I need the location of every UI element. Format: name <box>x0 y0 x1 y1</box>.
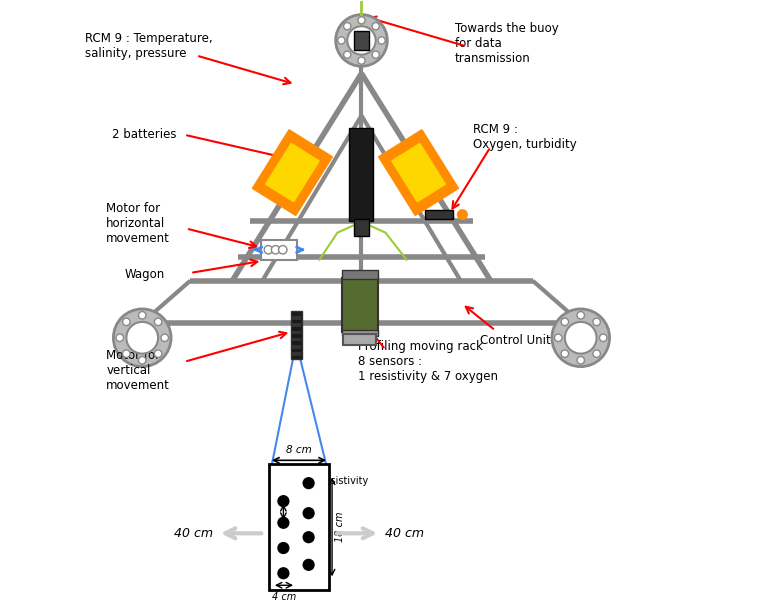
Circle shape <box>458 210 468 219</box>
Polygon shape <box>253 130 332 215</box>
Text: RCM 9 : Temperature,
salinity, pressure: RCM 9 : Temperature, salinity, pressure <box>85 33 213 61</box>
Text: Motor for
vertical
movement: Motor for vertical movement <box>106 349 170 392</box>
Bar <box>291 311 302 359</box>
Circle shape <box>122 318 130 325</box>
Circle shape <box>600 334 607 342</box>
Text: Wagon: Wagon <box>124 268 165 281</box>
Circle shape <box>555 334 562 342</box>
Circle shape <box>561 350 568 358</box>
Bar <box>354 31 370 50</box>
Circle shape <box>577 356 584 364</box>
Text: 5: 5 <box>269 514 276 525</box>
Circle shape <box>116 334 124 342</box>
Bar <box>291 338 301 341</box>
Bar <box>261 240 298 260</box>
Polygon shape <box>379 130 458 215</box>
Bar <box>342 278 378 331</box>
Circle shape <box>348 26 376 55</box>
Circle shape <box>378 37 386 44</box>
Circle shape <box>122 350 130 358</box>
Circle shape <box>154 350 162 358</box>
Circle shape <box>335 15 387 66</box>
Circle shape <box>161 334 168 342</box>
Text: Profiling moving rack
8 sensors :
1 resistivity & 7 oxygen: Profiling moving rack 8 sensors : 1 resi… <box>358 341 499 384</box>
Bar <box>269 464 329 590</box>
Circle shape <box>126 322 158 354</box>
Text: 40 cm: 40 cm <box>174 527 213 540</box>
Text: 6: 6 <box>269 540 276 550</box>
Text: 2: 2 <box>316 529 323 539</box>
Circle shape <box>278 496 288 507</box>
Text: 4 cm: 4 cm <box>272 593 296 602</box>
Circle shape <box>278 518 288 528</box>
Bar <box>291 316 301 320</box>
Polygon shape <box>392 144 446 202</box>
Circle shape <box>565 322 597 354</box>
Polygon shape <box>266 144 319 202</box>
Text: 1: 1 <box>316 505 323 515</box>
Text: Towards the buoy
for data
transmission: Towards the buoy for data transmission <box>455 22 559 65</box>
Bar <box>424 210 453 219</box>
Circle shape <box>278 568 288 579</box>
Bar <box>291 330 301 334</box>
Circle shape <box>303 532 314 542</box>
Bar <box>349 127 373 221</box>
Text: 2 batteries: 2 batteries <box>112 128 177 141</box>
Circle shape <box>552 309 609 367</box>
Circle shape <box>344 51 351 58</box>
Text: 3: 3 <box>316 557 323 567</box>
Circle shape <box>113 309 171 367</box>
Circle shape <box>593 350 600 358</box>
Text: 8 cm: 8 cm <box>286 445 312 455</box>
Circle shape <box>577 311 584 319</box>
Text: Control Unit: Control Unit <box>480 335 551 347</box>
Circle shape <box>372 22 380 30</box>
Circle shape <box>154 318 162 325</box>
Bar <box>354 219 370 236</box>
Circle shape <box>561 318 568 325</box>
Circle shape <box>344 22 351 30</box>
Text: 18 cm: 18 cm <box>335 511 345 542</box>
Circle shape <box>303 508 314 519</box>
Text: 4 cm: 4 cm <box>287 500 297 524</box>
Bar <box>291 345 301 348</box>
Bar <box>291 324 301 327</box>
Bar <box>291 352 301 356</box>
Circle shape <box>357 57 365 64</box>
Circle shape <box>138 356 146 364</box>
Text: RCM 9 :
Oxygen, turbidity: RCM 9 : Oxygen, turbidity <box>473 122 576 150</box>
Circle shape <box>264 245 272 254</box>
Text: 40 cm: 40 cm <box>385 527 424 540</box>
Circle shape <box>303 559 314 570</box>
Circle shape <box>272 245 280 254</box>
Bar <box>342 270 378 279</box>
Circle shape <box>138 311 146 319</box>
Circle shape <box>372 51 380 58</box>
Text: Motor for
horizontal
movement: Motor for horizontal movement <box>106 202 170 245</box>
Circle shape <box>278 542 288 553</box>
Circle shape <box>303 478 314 488</box>
Bar <box>342 330 378 336</box>
Bar <box>343 334 376 345</box>
Text: Resistivity: Resistivity <box>318 476 368 486</box>
Text: 4: 4 <box>269 493 276 503</box>
Circle shape <box>279 245 287 254</box>
Circle shape <box>593 318 600 325</box>
Text: 7: 7 <box>269 565 276 575</box>
Circle shape <box>357 17 365 24</box>
Circle shape <box>338 37 345 44</box>
